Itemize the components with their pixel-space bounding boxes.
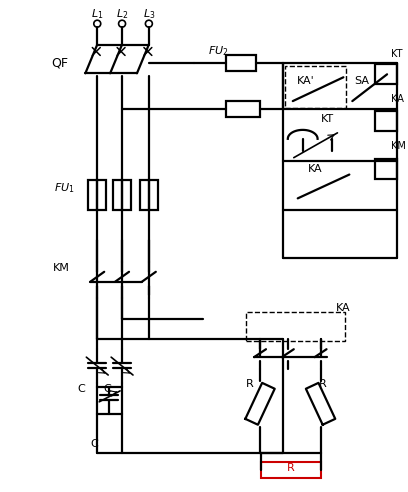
Text: C: C: [103, 384, 111, 394]
Text: C: C: [78, 384, 85, 394]
Bar: [285, 66, 346, 108]
Text: KT: KT: [321, 114, 334, 124]
Bar: [226, 101, 260, 117]
Text: KT: KT: [391, 50, 403, 60]
Text: C: C: [91, 438, 98, 449]
Text: R: R: [287, 463, 295, 473]
Bar: [375, 111, 397, 131]
Bar: [226, 56, 256, 71]
Text: KA: KA: [391, 94, 404, 104]
Text: R: R: [319, 379, 326, 389]
Bar: [246, 311, 346, 341]
Bar: [261, 462, 321, 478]
Text: $L_1$: $L_1$: [91, 7, 104, 21]
Bar: [113, 181, 131, 210]
Text: SA: SA: [355, 76, 370, 86]
Text: KM: KM: [53, 263, 70, 273]
Bar: [375, 158, 397, 179]
Text: QF: QF: [51, 57, 68, 70]
Text: $FU_1$: $FU_1$: [54, 182, 75, 195]
Bar: [375, 64, 397, 84]
Text: $L_2$: $L_2$: [116, 7, 128, 21]
Text: R: R: [246, 379, 254, 389]
Text: $FU_2$: $FU_2$: [208, 45, 229, 59]
Text: KA: KA: [308, 163, 323, 174]
Text: KA: KA: [335, 303, 350, 312]
Text: $L_3$: $L_3$: [143, 7, 155, 21]
Bar: [88, 181, 106, 210]
Text: KM: KM: [391, 141, 406, 151]
Bar: [140, 181, 158, 210]
Text: KA': KA': [297, 76, 315, 86]
